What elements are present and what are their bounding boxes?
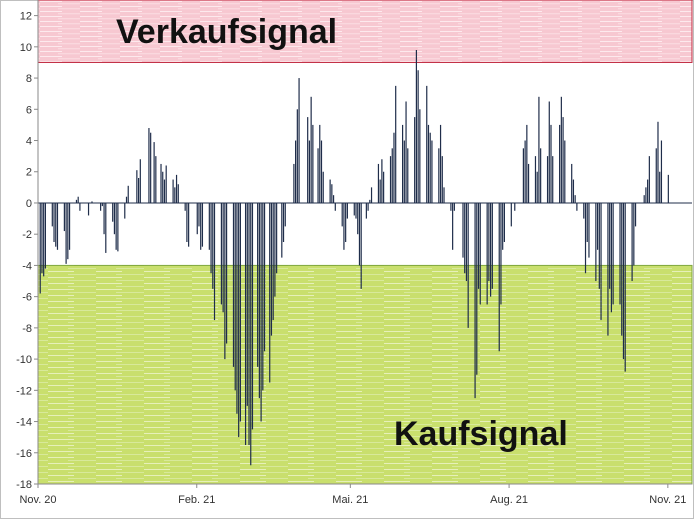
y-tick-label: 12 — [20, 11, 32, 23]
x-tick-label: Feb. 21 — [178, 494, 215, 506]
buy-signal-label: Kaufsignal — [394, 415, 568, 453]
y-tick-label: 10 — [20, 42, 32, 54]
x-tick-label: Aug. 21 — [490, 494, 528, 506]
y-tick-label: 4 — [26, 136, 32, 148]
y-tick-label: 2 — [26, 167, 32, 179]
x-tick-label: Mai. 21 — [332, 494, 368, 506]
y-tick-label: -6 — [22, 292, 32, 304]
y-tick-label: -8 — [22, 323, 32, 335]
x-axis-ticks: Nov. 20 Feb. 21 Mai. 21 Aug. 21 Nov. 21 — [19, 484, 686, 506]
y-tick-label: -18 — [16, 479, 32, 491]
y-tick-label: -4 — [22, 260, 32, 272]
y-axis-ticks: 12 10 8 6 4 2 0 -2 -4 -6 -8 -10 -12 -14 -16 -18 — [16, 11, 38, 491]
y-tick-label: -16 — [16, 448, 32, 460]
y-tick-label: -10 — [16, 354, 32, 366]
sell-signal-label: Verkaufsignal — [116, 13, 337, 51]
x-tick-label: Nov. 20 — [19, 494, 56, 506]
y-tick-label: 6 — [26, 104, 32, 116]
y-tick-label: -12 — [16, 385, 32, 397]
y-tick-label: 0 — [26, 198, 32, 210]
y-tick-label: 8 — [26, 73, 32, 85]
y-tick-label: -14 — [16, 417, 32, 429]
y-tick-label: -2 — [22, 229, 32, 241]
sell-signal-zone — [37, 0, 693, 63]
buy-signal-zone — [37, 264, 693, 485]
x-tick-label: Nov. 21 — [649, 494, 686, 506]
bar-series — [39, 49, 669, 466]
